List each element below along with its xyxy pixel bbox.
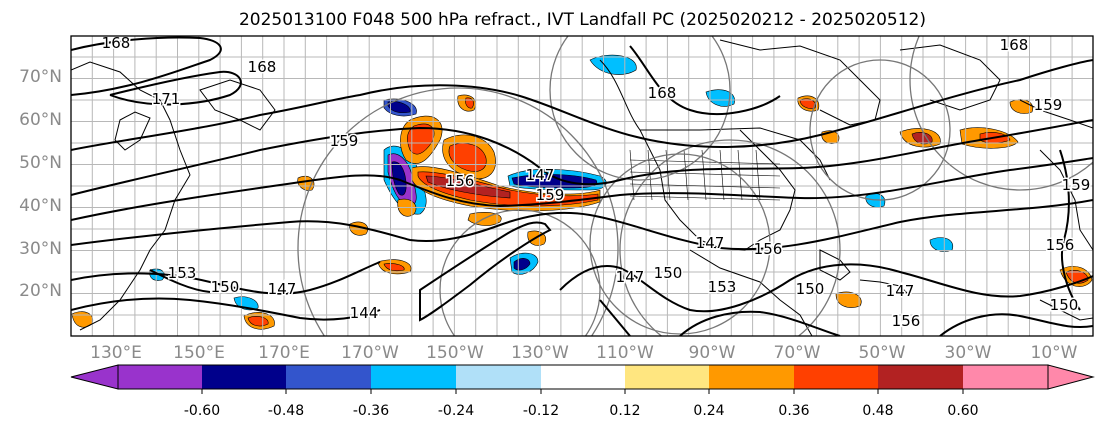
lat-label: 30°N: [19, 239, 62, 259]
colorbar-tick-label: 0.24: [693, 403, 725, 419]
colorbar-extend-high: [1047, 364, 1095, 390]
colorbar-segment: [878, 365, 963, 389]
contour-label: 147: [886, 282, 915, 300]
colorbar-segment: [794, 365, 878, 389]
contour-label: 150: [796, 280, 825, 298]
lon-label: 110°W: [596, 343, 654, 363]
contour-labels: 168 171 168 159 156 159 168 159 168 153 150 147 144 1…: [100, 34, 1092, 332]
contour-label: 147: [616, 268, 645, 286]
map-title: 2025013100 F048 500 hPa refract., IVT La…: [238, 10, 926, 30]
contour-label: 168: [248, 58, 277, 76]
colorbar-segment: [963, 365, 1048, 389]
colorbar-segment: [118, 365, 202, 389]
colorbar-tick-label: 0.36: [778, 403, 810, 419]
contour-label: 147: [268, 280, 297, 298]
lon-label: 170°W: [341, 343, 399, 363]
contour-label: 150: [1050, 296, 1079, 314]
height-contours: [71, 36, 1093, 336]
lat-label: 20°N: [19, 281, 62, 301]
contour-label: 159: [1062, 176, 1091, 194]
colorbar-tick-label: 0.60: [947, 403, 979, 419]
colorbar-segment: [202, 365, 286, 389]
contour-label: 156: [892, 312, 921, 330]
colorbar-segment: [456, 365, 541, 389]
colorbar-segment: [286, 365, 371, 389]
colorbar-tick-label: -0.12: [522, 403, 560, 419]
contour-label: 156: [446, 172, 475, 190]
colorbar-tick-label: -0.60: [183, 403, 221, 419]
map-panel: 168 171 168 159 156 159 168 159 168 153 150 147 144 1…: [70, 34, 1094, 337]
lon-label: 50°W: [858, 343, 906, 363]
colorbar-tick-label: 0.12: [609, 403, 641, 419]
contour-label: 150: [654, 264, 683, 282]
colorbar-segment: [709, 365, 794, 389]
lon-label: 70°W: [773, 343, 821, 363]
colorbar-segment: [625, 365, 709, 389]
contour-label: 159: [330, 132, 359, 150]
contour-label: 171: [152, 90, 181, 108]
map-frame: [70, 35, 1094, 337]
contour-label: 168: [648, 84, 677, 102]
contour-label: 156: [1046, 236, 1075, 254]
contour-label: 153: [168, 264, 197, 282]
lon-label: 90°W: [688, 343, 736, 363]
contour-label: 150: [211, 278, 240, 296]
lon-label: 10°W: [1030, 343, 1078, 363]
colorbar-segment: [541, 365, 625, 389]
lat-label: 40°N: [19, 196, 62, 216]
contour-label: 147: [526, 166, 555, 184]
contour-label: 168: [1000, 36, 1029, 54]
contour-label: 159: [536, 186, 565, 204]
lon-label: 30°W: [944, 343, 992, 363]
lat-label: 70°N: [19, 67, 62, 87]
lon-label: 150°W: [426, 343, 484, 363]
contour-label: 147: [696, 234, 725, 252]
contour-label: 156: [754, 240, 783, 258]
contour-label: 159: [1034, 96, 1063, 114]
colorbar-tick-label: -0.24: [437, 403, 475, 419]
colorbar-tick-label: -0.36: [352, 403, 390, 419]
lat-label: 50°N: [19, 153, 62, 173]
colorbar-tick-label: -0.48: [267, 403, 305, 419]
contour-label: 144: [350, 304, 379, 322]
lat-label: 60°N: [19, 110, 62, 130]
contour-label: 153: [708, 278, 737, 296]
colorbar-tick-label: 0.48: [862, 403, 894, 419]
contour-label: 168: [102, 34, 131, 52]
lon-label: 150°E: [173, 343, 225, 363]
lon-label: 130°W: [511, 343, 569, 363]
colorbar-segment: [371, 365, 456, 389]
colorbar-extend-low: [70, 364, 119, 390]
lon-label: 170°E: [258, 343, 310, 363]
lon-label: 130°E: [90, 343, 142, 363]
landfall-range-circles: [297, 36, 1093, 336]
